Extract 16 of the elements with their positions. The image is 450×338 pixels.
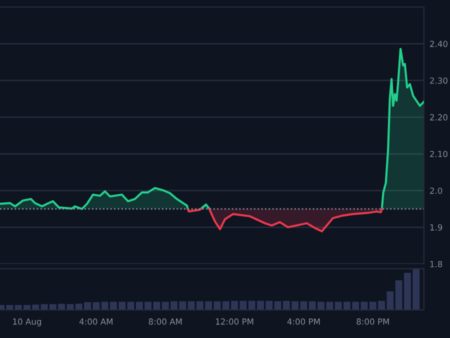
y-tick-label: 2.30 — [430, 77, 448, 84]
y-tick-label: 1.9 — [430, 224, 442, 231]
y-tick-label: 2.20 — [430, 114, 448, 120]
x-tick-label: 8:00 PM — [356, 318, 389, 325]
y-tick-label: 2.0 — [430, 188, 442, 194]
x-tick-label: 8:00 AM — [148, 318, 182, 325]
x-tick-label: 10 Aug — [13, 318, 41, 326]
y-tick-label: 2.40 — [430, 40, 448, 48]
bar — [360, 302, 368, 310]
x-tick-label: 4:00 AM — [79, 318, 112, 325]
x-tick-label: 4:00 PM — [287, 318, 320, 325]
y-tick-label: 1.8 — [430, 260, 442, 268]
x-tick-label: 12:00 PM — [216, 318, 254, 325]
y-tick-label: 2.10 — [430, 150, 448, 158]
bar — [334, 302, 342, 310]
bar — [127, 302, 134, 310]
